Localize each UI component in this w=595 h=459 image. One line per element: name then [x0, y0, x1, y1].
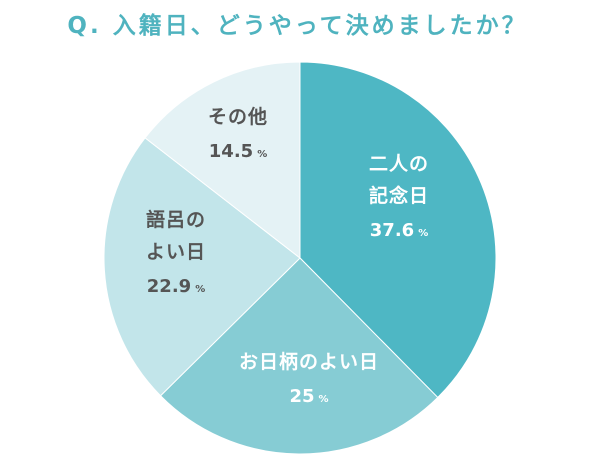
page-title: Q. 入籍日、どうやって決めましたか？: [67, 13, 528, 39]
pie-slice-0: [299, 61, 497, 399]
pie-slice-3: [144, 61, 301, 260]
slice-value-3: 14.5%: [209, 141, 267, 162]
slice-value-2: 22.9%: [147, 276, 205, 297]
slice-label-2-line-0: 語呂の: [146, 208, 206, 231]
slice-label-3-line-0: その他: [208, 105, 268, 128]
slice-label-0-line-1: 記念日: [369, 184, 429, 207]
slice-label-1-line-0: お日柄のよい日: [239, 351, 379, 373]
slice-label-0-line-0: 二人の: [369, 153, 429, 175]
pie-slice-1: [159, 257, 439, 455]
slice-value-0: 37.6%: [370, 220, 428, 241]
slice-value-1: 25%: [289, 386, 328, 407]
slice-label-2-line-1: よい日: [146, 241, 206, 263]
pie-slice-2: [103, 137, 301, 397]
